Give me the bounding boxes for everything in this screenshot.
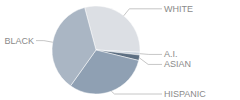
svg-text:A.I.: A.I. (164, 49, 178, 59)
svg-text:WHITE: WHITE (164, 4, 193, 14)
svg-text:ASIAN: ASIAN (164, 59, 191, 69)
svg-text:HISPANIC: HISPANIC (164, 89, 206, 99)
svg-text:BLACK: BLACK (8, 36, 34, 46)
